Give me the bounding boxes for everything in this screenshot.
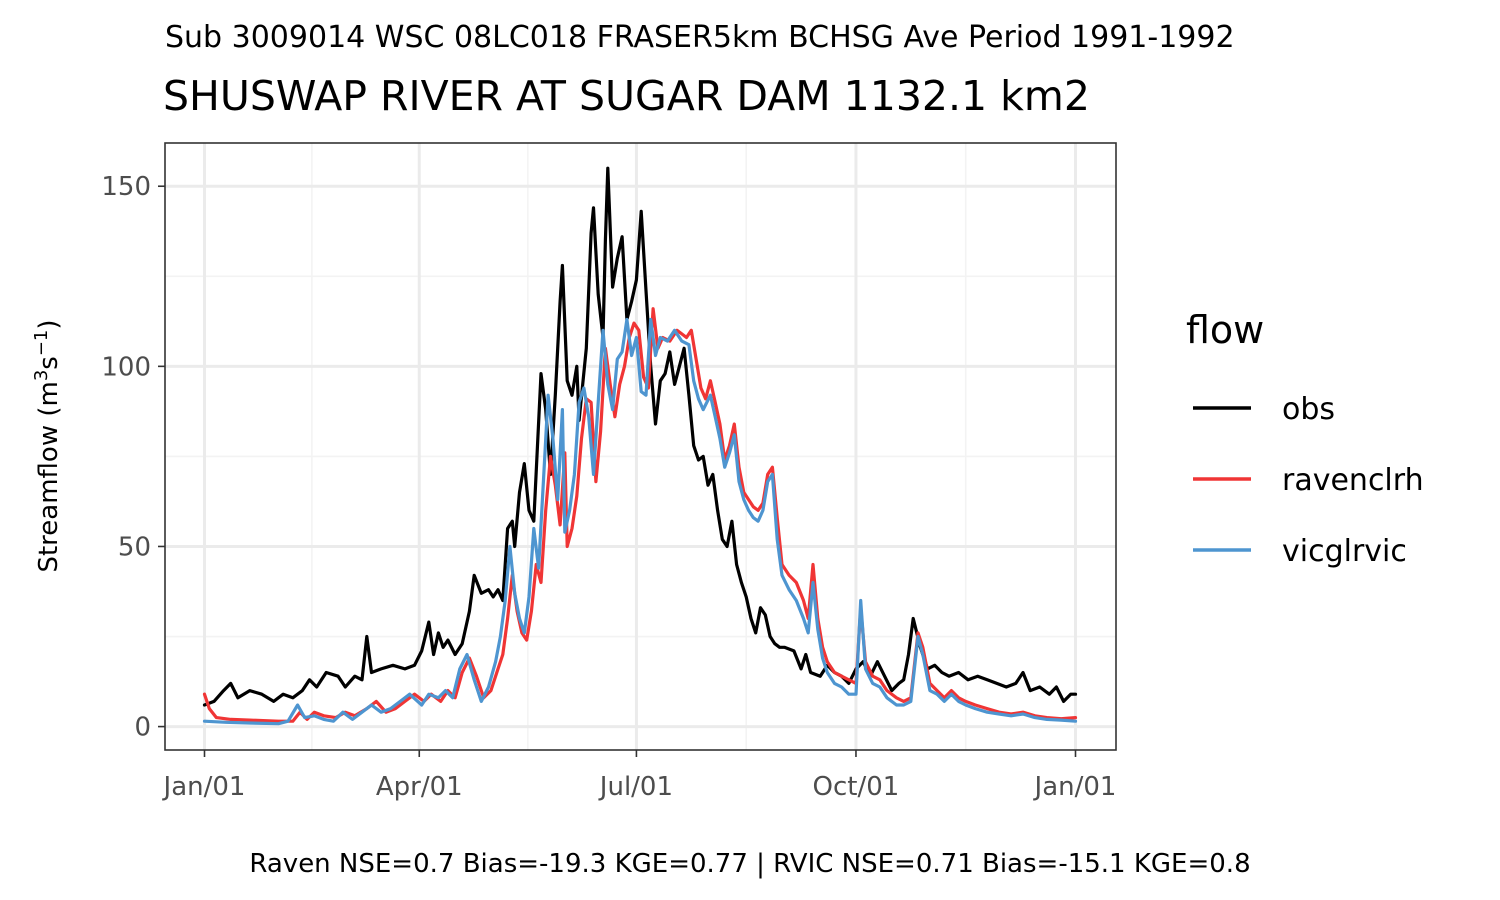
- chart-subtitle: Sub 3009014 WSC 08LC018 FRASER5km BCHSG …: [165, 20, 1235, 55]
- x-tick-label: Jan/01: [1033, 772, 1117, 802]
- y-tick-label: 150: [101, 172, 151, 202]
- x-tick-label: Jul/01: [598, 772, 673, 802]
- x-tick-label: Oct/01: [813, 772, 900, 802]
- metrics-caption: Raven NSE=0.7 Bias=-19.3 KGE=0.77 | RVIC…: [249, 849, 1250, 879]
- series-line-obs: [202, 166, 1078, 707]
- legend-title: flow: [1186, 308, 1264, 352]
- y-axis: 0 50 100 150: [101, 172, 165, 743]
- y-axis-label: Streamflow (m3s−1): [31, 319, 64, 572]
- legend: flow obs ravenclrh vicglrvic: [1186, 308, 1424, 569]
- x-axis: Jan/01 Apr/01 Jul/01 Oct/01 Jan/01: [162, 750, 1117, 802]
- series-lines: [202, 166, 1078, 726]
- plot-grid: [165, 143, 1116, 750]
- legend-label-obs: obs: [1282, 392, 1335, 427]
- x-tick-label: Jan/01: [162, 772, 246, 802]
- y-tick-label: 100: [101, 352, 151, 382]
- series-line-vicglrvic: [202, 317, 1078, 726]
- legend-label-vicglrvic: vicglrvic: [1282, 534, 1407, 569]
- legend-label-ravenclrh: ravenclrh: [1282, 463, 1424, 498]
- chart-title: SHUSWAP RIVER AT SUGAR DAM 1132.1 km2: [163, 72, 1090, 120]
- y-tick-label: 0: [134, 713, 151, 743]
- x-tick-label: Apr/01: [376, 772, 463, 802]
- y-tick-label: 50: [118, 532, 151, 562]
- plot-border: [164, 142, 1117, 751]
